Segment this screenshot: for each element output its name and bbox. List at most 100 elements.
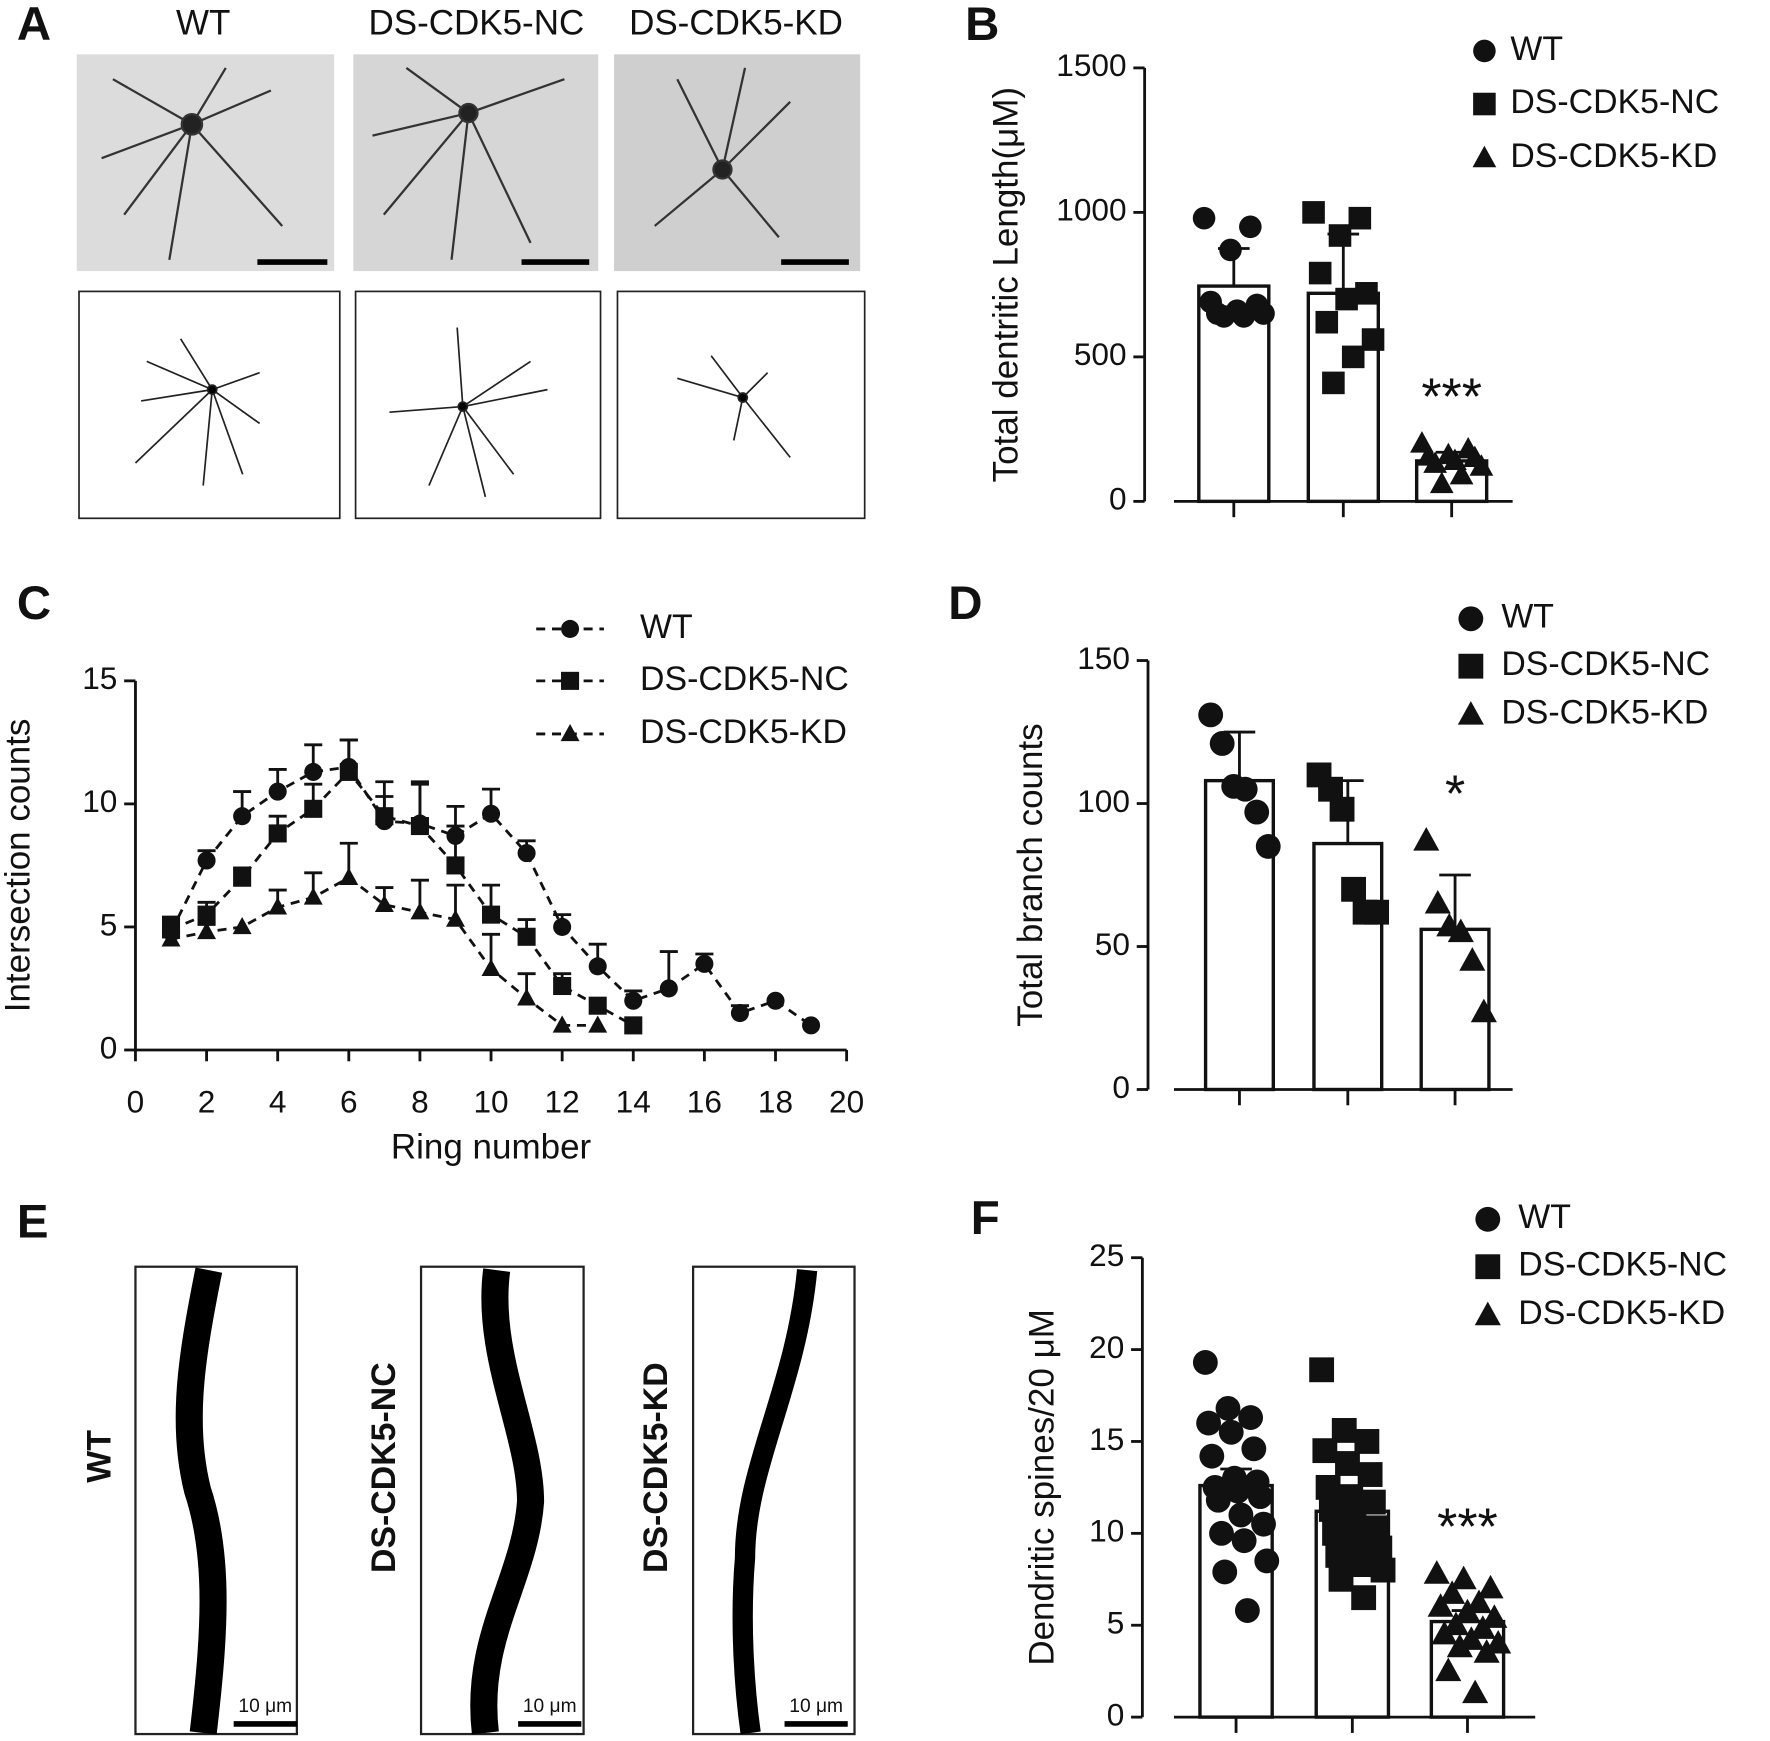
- data-point: [517, 844, 536, 863]
- y-tick-label: 15: [82, 660, 117, 696]
- data-point: [1192, 1350, 1218, 1375]
- y-tick-label: 500: [1074, 336, 1127, 372]
- data-point: [1351, 1585, 1377, 1611]
- legend-label: DS-CDK5-NC: [1518, 1246, 1727, 1284]
- data-point: [268, 782, 287, 801]
- data-point: [1241, 1436, 1267, 1462]
- data-point: [1423, 1560, 1450, 1584]
- data-point: [1328, 1566, 1354, 1592]
- y-tick-label: 5: [100, 906, 118, 942]
- data-point: [1308, 261, 1332, 285]
- data-point: [1205, 1487, 1231, 1513]
- y-tick-label: 5: [1107, 1605, 1125, 1641]
- data-point: [1199, 1443, 1225, 1469]
- data-point: [1465, 1589, 1493, 1614]
- data-point: [1209, 731, 1235, 756]
- panel-letter: E: [17, 1195, 49, 1248]
- data-point: [1247, 1484, 1273, 1510]
- data-point: [161, 929, 181, 947]
- data-point: [1335, 287, 1358, 311]
- x-tick-label: 10: [473, 1084, 508, 1120]
- y-tick-label: 1500: [1056, 47, 1126, 83]
- legend-marker: [1475, 1206, 1501, 1232]
- data-point: [588, 996, 607, 1015]
- data-point: [339, 762, 358, 781]
- data-point: [766, 991, 785, 1010]
- data-point: [1219, 238, 1242, 262]
- legend-label: DS-CDK5-NC: [1501, 645, 1710, 683]
- data-point: [482, 905, 501, 924]
- legend-marker: [1473, 39, 1496, 63]
- legend-marker: [1458, 606, 1484, 632]
- panel-letter: C: [17, 577, 51, 630]
- data-point: [339, 867, 359, 885]
- data-point: [1218, 1419, 1244, 1445]
- data-point: [1251, 1511, 1276, 1537]
- data-point: [1322, 1520, 1347, 1546]
- legend-label: WT: [640, 608, 693, 646]
- data-point: [304, 799, 323, 818]
- data-point: [1364, 899, 1390, 925]
- legend-label: DS-CDK5-KD: [640, 713, 847, 751]
- data-point: [1431, 1620, 1458, 1645]
- data-point: [233, 807, 252, 826]
- x-axis-title: Ring number: [391, 1128, 592, 1167]
- data-point: [1196, 1410, 1222, 1436]
- data-point: [517, 988, 537, 1006]
- legend-label: DS-CDK5-KD: [1501, 694, 1708, 732]
- legend-label: DS-CDK5-NC: [640, 660, 849, 698]
- panel-letter: F: [971, 1192, 1000, 1245]
- data-point: [1427, 1593, 1454, 1617]
- data-point: [553, 976, 572, 996]
- data-point: [1423, 451, 1447, 473]
- x-tick-label: 8: [411, 1084, 429, 1120]
- data-point: [1348, 206, 1372, 230]
- data-point: [1322, 371, 1345, 395]
- y-tick-label: 0: [1109, 481, 1127, 517]
- data-point: [1232, 776, 1258, 802]
- data-point: [1244, 799, 1270, 825]
- data-point: [1309, 1357, 1335, 1383]
- dendrite-images: [134, 1265, 856, 1736]
- data-point: [1255, 834, 1281, 859]
- bar: [1312, 841, 1384, 1092]
- legend-label: DS-CDK5-KD: [1518, 1294, 1725, 1332]
- y-tick-label: 150: [1077, 640, 1130, 676]
- data-point: [1446, 1633, 1473, 1658]
- data-point: [1341, 345, 1365, 369]
- data-point: [1312, 1438, 1338, 1464]
- data-point: [446, 856, 465, 875]
- data-point: [1302, 201, 1325, 224]
- legend-label: DS-CDK5-NC: [1510, 83, 1719, 121]
- y-tick-label: 0: [1112, 1069, 1130, 1105]
- data-point: [410, 902, 430, 920]
- data-point: [1477, 1574, 1504, 1599]
- legend-label: DS-CDK5-KD: [1510, 137, 1717, 175]
- data-point: [1447, 918, 1474, 943]
- data-point: [624, 991, 643, 1010]
- legend-marker: [1475, 1254, 1501, 1280]
- image-label: WT: [81, 1430, 119, 1483]
- x-tick-label: 6: [340, 1084, 358, 1120]
- data-point: [1234, 1598, 1260, 1623]
- data-point: [1354, 1429, 1380, 1454]
- y-tick-label: 15: [1089, 1421, 1124, 1457]
- y-tick-label: 0: [1107, 1696, 1125, 1732]
- legend-marker: [561, 619, 580, 638]
- data-point: [1469, 1615, 1496, 1639]
- image-label: DS-CDK5-NC: [368, 3, 584, 42]
- panel-letter: A: [17, 0, 51, 51]
- data-point: [1329, 796, 1355, 822]
- data-point: [588, 1015, 608, 1033]
- y-tick-label: 10: [82, 783, 117, 819]
- x-tick-label: 14: [616, 1084, 651, 1120]
- legend-label: WT: [1501, 598, 1554, 636]
- data-point: [1449, 462, 1474, 485]
- y-tick-label: 1000: [1056, 192, 1126, 228]
- annotation: ***: [1437, 1499, 1498, 1557]
- data-point: [1328, 224, 1352, 247]
- scale-label: 10 μm: [523, 1696, 577, 1717]
- y-axis-title: Dendritic spines/20 μM: [1022, 1309, 1061, 1666]
- legend-marker: [1472, 145, 1497, 168]
